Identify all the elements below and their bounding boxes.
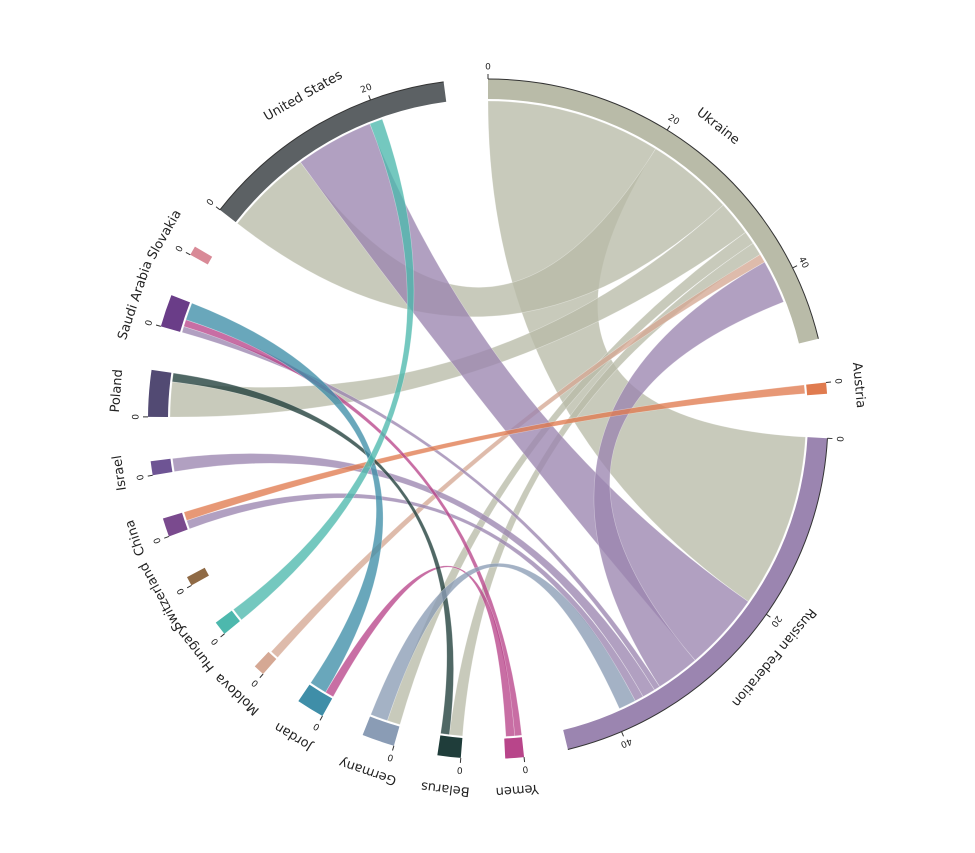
chord [270,254,766,658]
chord [593,261,785,688]
tick [792,265,798,269]
group-arc [150,458,173,476]
tick [666,125,671,131]
tick-label: 0 [456,764,463,774]
chord [172,453,655,698]
group-arc [488,79,819,344]
tick-label: 0 [205,197,217,208]
chord [236,148,724,318]
group-arc [504,737,525,759]
tick-label: 0 [312,720,322,732]
tick-label: 20 [768,613,783,628]
group-arc [362,716,400,746]
chord [487,100,806,603]
tick [621,731,624,737]
tick-label: 0 [386,751,395,762]
group-label: Belarus [420,778,470,799]
group-label: Saudi Arabia [115,259,156,342]
group-arc [254,651,277,675]
group-arc [148,369,172,417]
group-label: China [122,518,148,558]
tick [259,673,264,679]
group-label: Slovakia [145,207,185,262]
tick-label: 0 [131,414,141,420]
group-arc [190,246,213,265]
tick-label: 0 [522,763,529,774]
group-arc [215,610,240,634]
tick [825,381,832,384]
chord [386,232,754,725]
group-arc [160,295,191,332]
tick [523,757,526,763]
tick [215,206,221,211]
tick [766,613,771,618]
group-label: Poland [108,369,126,413]
chord [183,384,806,521]
tick [155,324,161,327]
tick [392,745,395,751]
tick-label: 0 [210,635,222,646]
group-arc [437,735,463,758]
tick-label: 20 [359,82,373,95]
chord [181,326,661,691]
group-label: Austria [849,362,868,409]
tick-label: 0 [832,378,843,385]
axis-line [487,78,819,339]
tick [319,715,323,721]
ribbons [169,100,806,737]
tick [368,95,371,101]
chord [171,372,454,735]
chord [232,118,415,621]
chord [325,565,516,737]
tick-label: 20 [666,113,681,128]
group-arc [563,437,828,750]
chord [370,563,636,722]
group-label: Yemen [495,781,540,799]
axis-line [567,438,828,750]
group-label: Ukraine [694,105,743,148]
group-arc [186,567,209,586]
tick [164,535,170,539]
tick-label: 0 [250,677,261,688]
tick [147,474,153,477]
group-arc [162,512,188,537]
tick-label: 40 [619,735,634,749]
tick-label: 0 [144,319,155,327]
tick-label: 40 [796,255,810,270]
tick-label: 0 [485,63,491,73]
tick-label: 0 [152,536,163,545]
tick-label: 0 [174,244,186,254]
tick-label: 0 [136,473,147,481]
axis-line [219,81,444,211]
group-label: Moldova [212,670,262,718]
tick [220,633,225,638]
chord [169,204,746,418]
tick-label: 0 [834,436,844,443]
tick-label: 0 [176,586,188,596]
group-arc [219,81,447,223]
tick [185,251,191,256]
chord [185,302,384,693]
group-label: Jordan [272,719,316,754]
group-label: Israel [110,454,130,491]
group-arc [806,382,828,396]
group-arc [298,684,333,716]
tick [186,584,192,589]
